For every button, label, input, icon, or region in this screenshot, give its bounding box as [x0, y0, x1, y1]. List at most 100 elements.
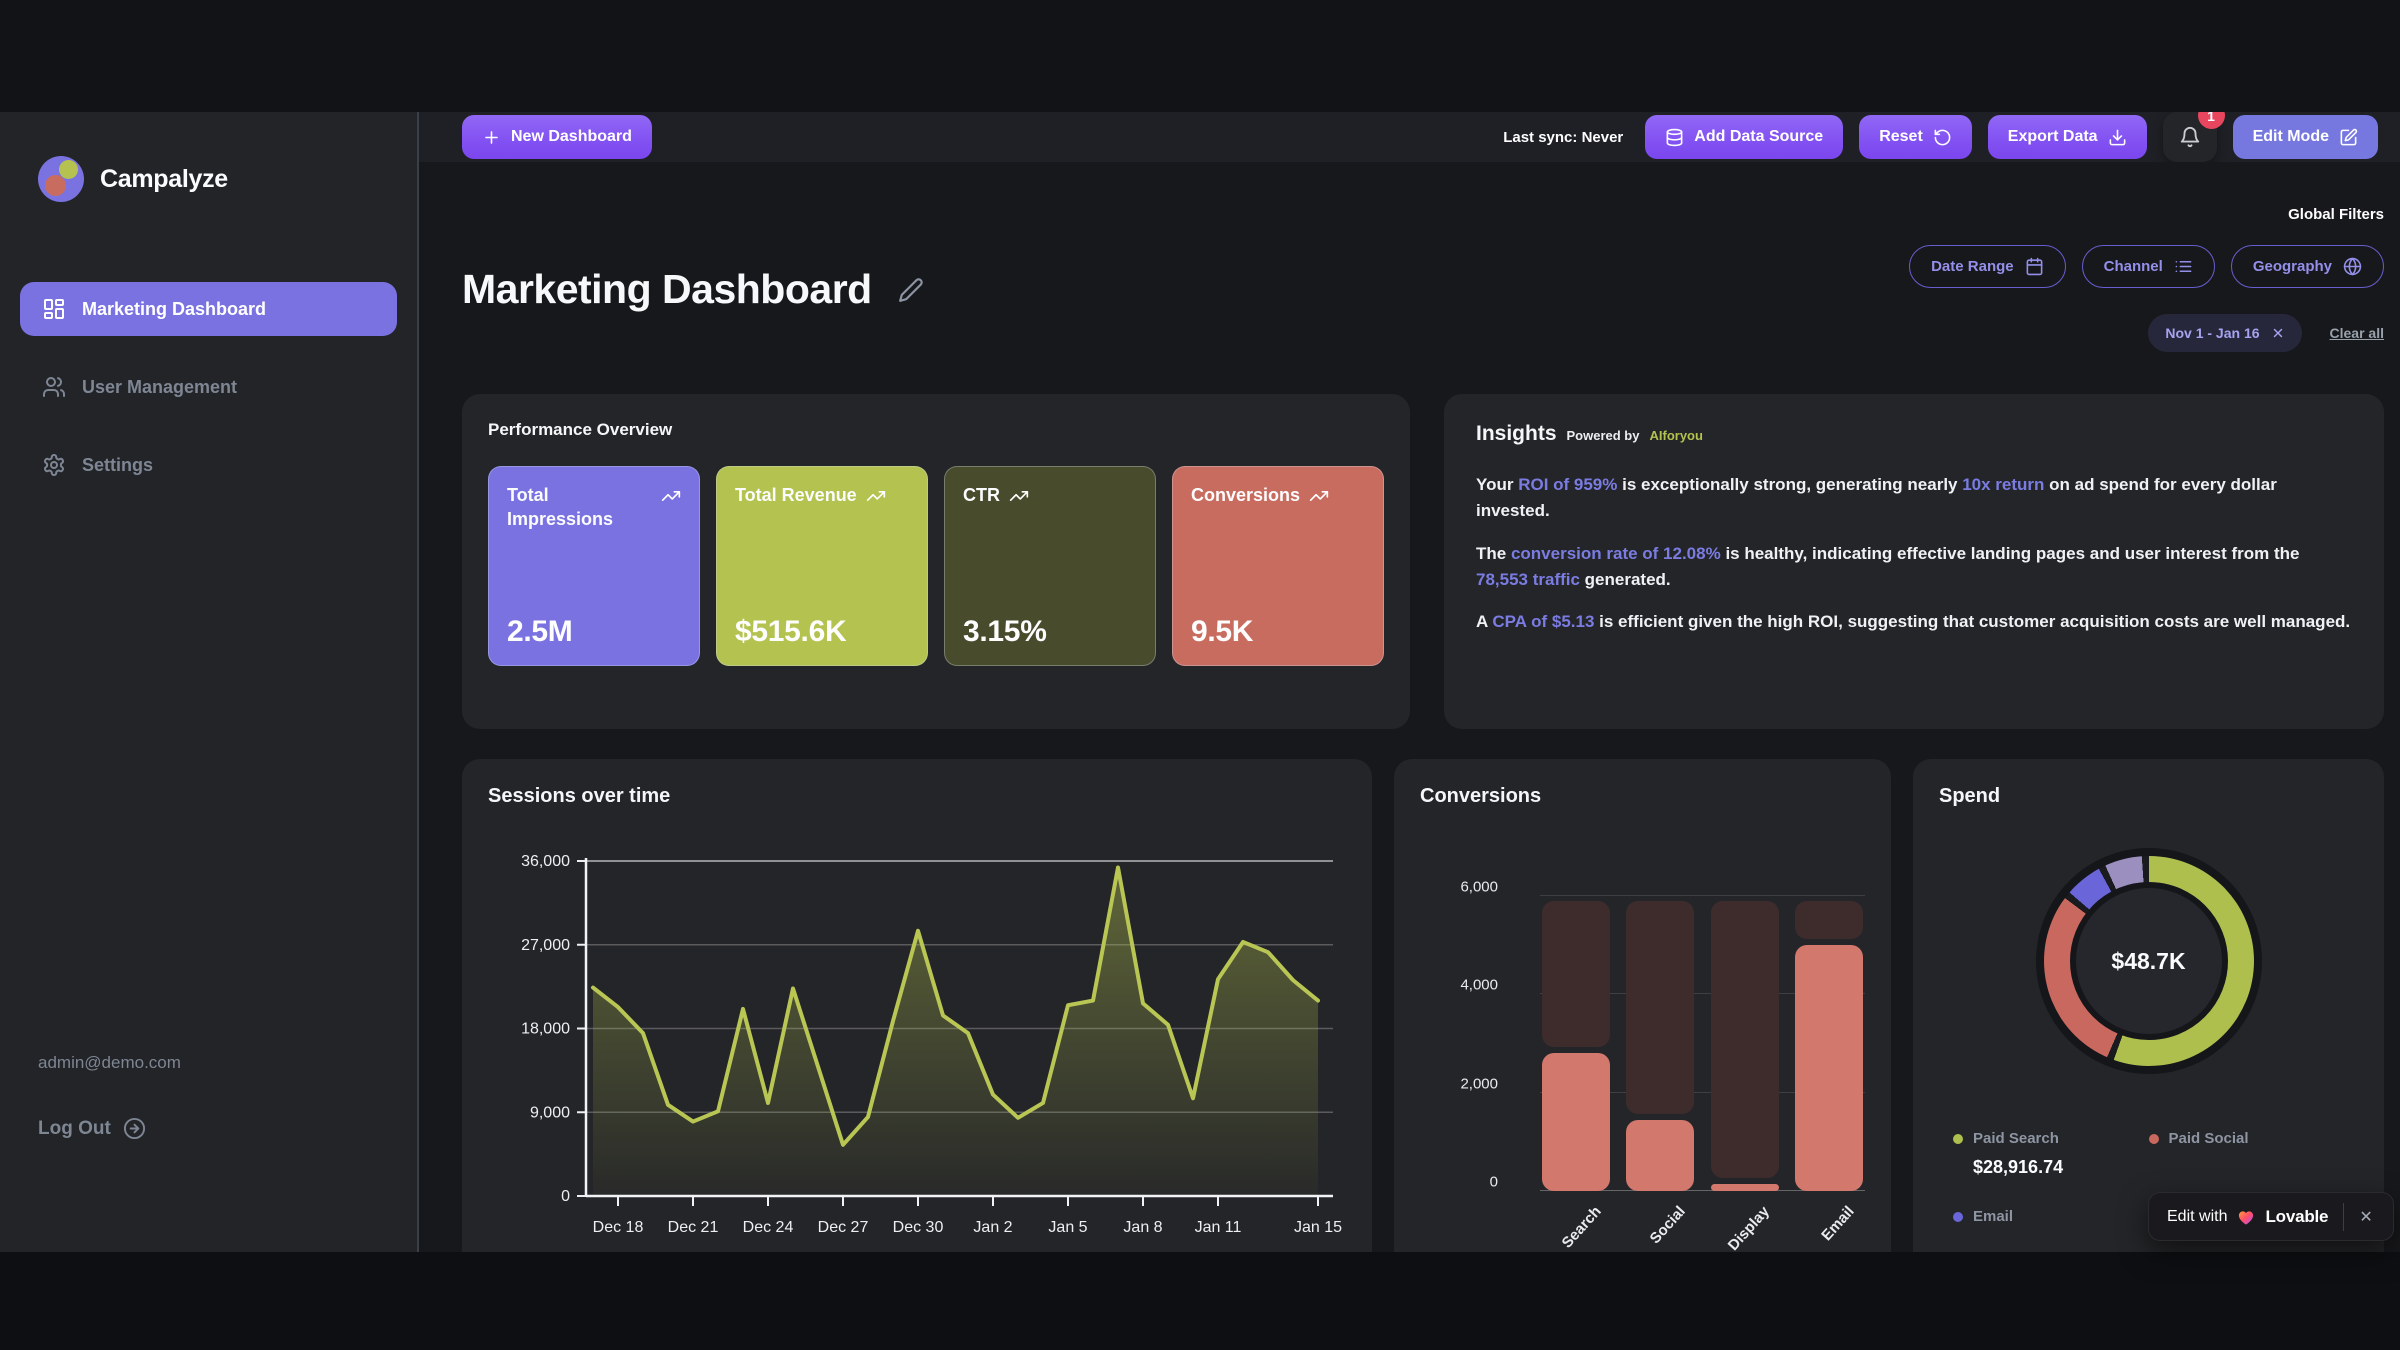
download-icon [2109, 129, 2125, 145]
edit-square-icon [2340, 128, 2358, 145]
y-tick-label: 2,000 [1460, 1075, 1498, 1093]
bar-track [1794, 900, 1863, 940]
reset-button[interactable]: Reset [1859, 115, 1972, 159]
sidebar-item-marketing-dashboard[interactable]: Marketing Dashboard [20, 282, 397, 336]
donut-center-label: $48.7K [2111, 947, 2186, 974]
y-tick-label: 4,000 [1460, 976, 1498, 994]
brand-name: Campalyze [100, 164, 228, 193]
y-tick-label: 6,000 [1460, 878, 1498, 896]
gear-icon [44, 454, 64, 476]
plus-icon [485, 130, 498, 144]
bar-display [1710, 1183, 1779, 1191]
add-data-source-button[interactable]: Add Data Source [1645, 115, 1844, 159]
svg-text:0: 0 [561, 1188, 570, 1205]
reset-label: Reset [1879, 128, 1923, 145]
clear-all-link[interactable]: Clear all [2329, 325, 2384, 341]
add-data-source-label: Add Data Source [1694, 128, 1824, 145]
logout-button[interactable]: Log Out [38, 1117, 397, 1140]
close-icon[interactable] [2271, 326, 2285, 340]
rotate-ccw-icon [1934, 129, 1951, 145]
gridline [1540, 1091, 1865, 1093]
bar-email [1794, 945, 1863, 1191]
svg-text:Dec 21: Dec 21 [668, 1219, 719, 1236]
gridline [1540, 1190, 1865, 1191]
logout-label: Log Out [38, 1117, 111, 1139]
kpi-value: $515.6K [735, 615, 847, 648]
kpi-value: 9.5K [1191, 615, 1254, 648]
notifications-button[interactable]: 1 [2162, 112, 2225, 162]
top-strip [0, 0, 2400, 112]
arrow-right-circle-icon [123, 1117, 145, 1140]
sidebar: Campalyze Marketing Dashboard User Manag… [0, 112, 417, 1252]
lovable-close-button[interactable]: ✕ [2359, 1208, 2373, 1226]
lovable-brand: Lovable [2265, 1206, 2329, 1226]
conversions-bar-chart: 0 2,000 4,000 6,000 Search Social Display Email [1460, 879, 1865, 1252]
svg-text:18,000: 18,000 [521, 1021, 570, 1038]
bell-icon [2180, 127, 2199, 148]
lovable-divider [2343, 1202, 2345, 1231]
sidebar-item-settings[interactable]: Settings [20, 438, 397, 492]
topbar: New Dashboard Last sync: Never Add Data … [419, 112, 2400, 162]
sidebar-item-user-management[interactable]: User Management [20, 360, 397, 414]
user-email: admin@demo.com [38, 1053, 181, 1072]
sessions-area-chart: 0 9,000 18,000 27,000 36,000 Dec 18 Dec 21 Dec … [488, 836, 1346, 1246]
svg-text:Jan 15: Jan 15 [1294, 1219, 1342, 1236]
main-area: New Dashboard Last sync: Never Add Data … [419, 112, 2400, 1252]
sidebar-item-label: Marketing Dashboard [82, 298, 267, 319]
kpi-card-conversions: Conversions 9.5K [1172, 466, 1384, 666]
insights-paragraphs: Your ROI of 959% is exceptionally strong… [1476, 475, 2351, 632]
bar-column-search: Search [1542, 896, 1610, 1252]
svg-text:27,000: 27,000 [521, 937, 570, 954]
global-filters-label: Global Filters [2288, 206, 2384, 223]
chip-label: Nov 1 - Jan 16 [2165, 325, 2260, 341]
svg-text:Dec 27: Dec 27 [818, 1219, 869, 1236]
bar-social [1626, 1119, 1695, 1191]
export-data-button[interactable]: Export Data [1987, 115, 2147, 159]
geography-filter-button[interactable]: Geography [2230, 245, 2384, 288]
gridline [1540, 895, 1865, 896]
legend-dot [2148, 1133, 2159, 1144]
lovable-badge[interactable]: Edit with Lovable ✕ [2148, 1192, 2394, 1241]
performance-overview-card: Performance Overview Total Impressions 2.… [462, 394, 1410, 729]
new-dashboard-button[interactable]: New Dashboard [462, 115, 652, 159]
sidebar-item-label: Settings [82, 454, 154, 475]
filter-label: Date Range [1931, 258, 2014, 275]
notification-badge: 1 [2197, 112, 2225, 129]
legend-label: Paid Search [1973, 1130, 2059, 1147]
calendar-icon [2026, 257, 2043, 276]
bar-column-email: Email [1794, 896, 1863, 1244]
x-tick-label: Email [1818, 1203, 1858, 1245]
active-filter-chip[interactable]: Nov 1 - Jan 16 [2148, 314, 2302, 352]
bar-track [1626, 900, 1695, 1114]
legend-label: Email [1973, 1208, 2014, 1225]
edit-mode-button[interactable]: Edit Mode [2232, 115, 2378, 159]
legend-item-email: Email [1953, 1208, 2149, 1225]
svg-text:Jan 2: Jan 2 [973, 1219, 1012, 1236]
kpi-label: Conversions [1191, 485, 1301, 505]
trending-up-icon [661, 491, 681, 501]
layout-dashboard-icon [44, 299, 64, 319]
insights-card: Insights Powered by AIforyou Your ROI of… [1444, 394, 2384, 729]
svg-text:Jan 5: Jan 5 [1048, 1219, 1087, 1236]
users-icon [43, 377, 65, 397]
performance-overview-title: Performance Overview [488, 420, 673, 439]
filter-label: Channel [2103, 258, 2163, 275]
export-data-label: Export Data [2007, 128, 2098, 145]
insights-title: Insights [1476, 422, 1557, 445]
list-icon [2175, 260, 2192, 273]
kpi-label: Total Revenue [735, 485, 857, 505]
date-range-filter-button[interactable]: Date Range [1909, 245, 2066, 288]
kpi-label: CTR [963, 485, 1000, 505]
svg-text:Jan 8: Jan 8 [1123, 1219, 1162, 1236]
legend-label: Paid Social [2168, 1130, 2249, 1147]
svg-text:36,000: 36,000 [521, 853, 570, 870]
kpi-row: Total Impressions 2.5M Total Revenue $515.6… [488, 466, 1384, 666]
insights-powered-by: Powered by [1566, 428, 1640, 443]
kpi-card-total-revenue: Total Revenue $515.6K [716, 466, 928, 666]
channel-filter-button[interactable]: Channel [2081, 245, 2215, 288]
x-tick-label: Social [1646, 1203, 1689, 1248]
last-sync-label: Last sync: Never [1503, 128, 1624, 146]
edit-mode-label: Edit Mode [2252, 128, 2329, 145]
bar-column-display: Display [1710, 896, 1779, 1252]
edit-title-pencil-icon[interactable] [898, 277, 924, 303]
